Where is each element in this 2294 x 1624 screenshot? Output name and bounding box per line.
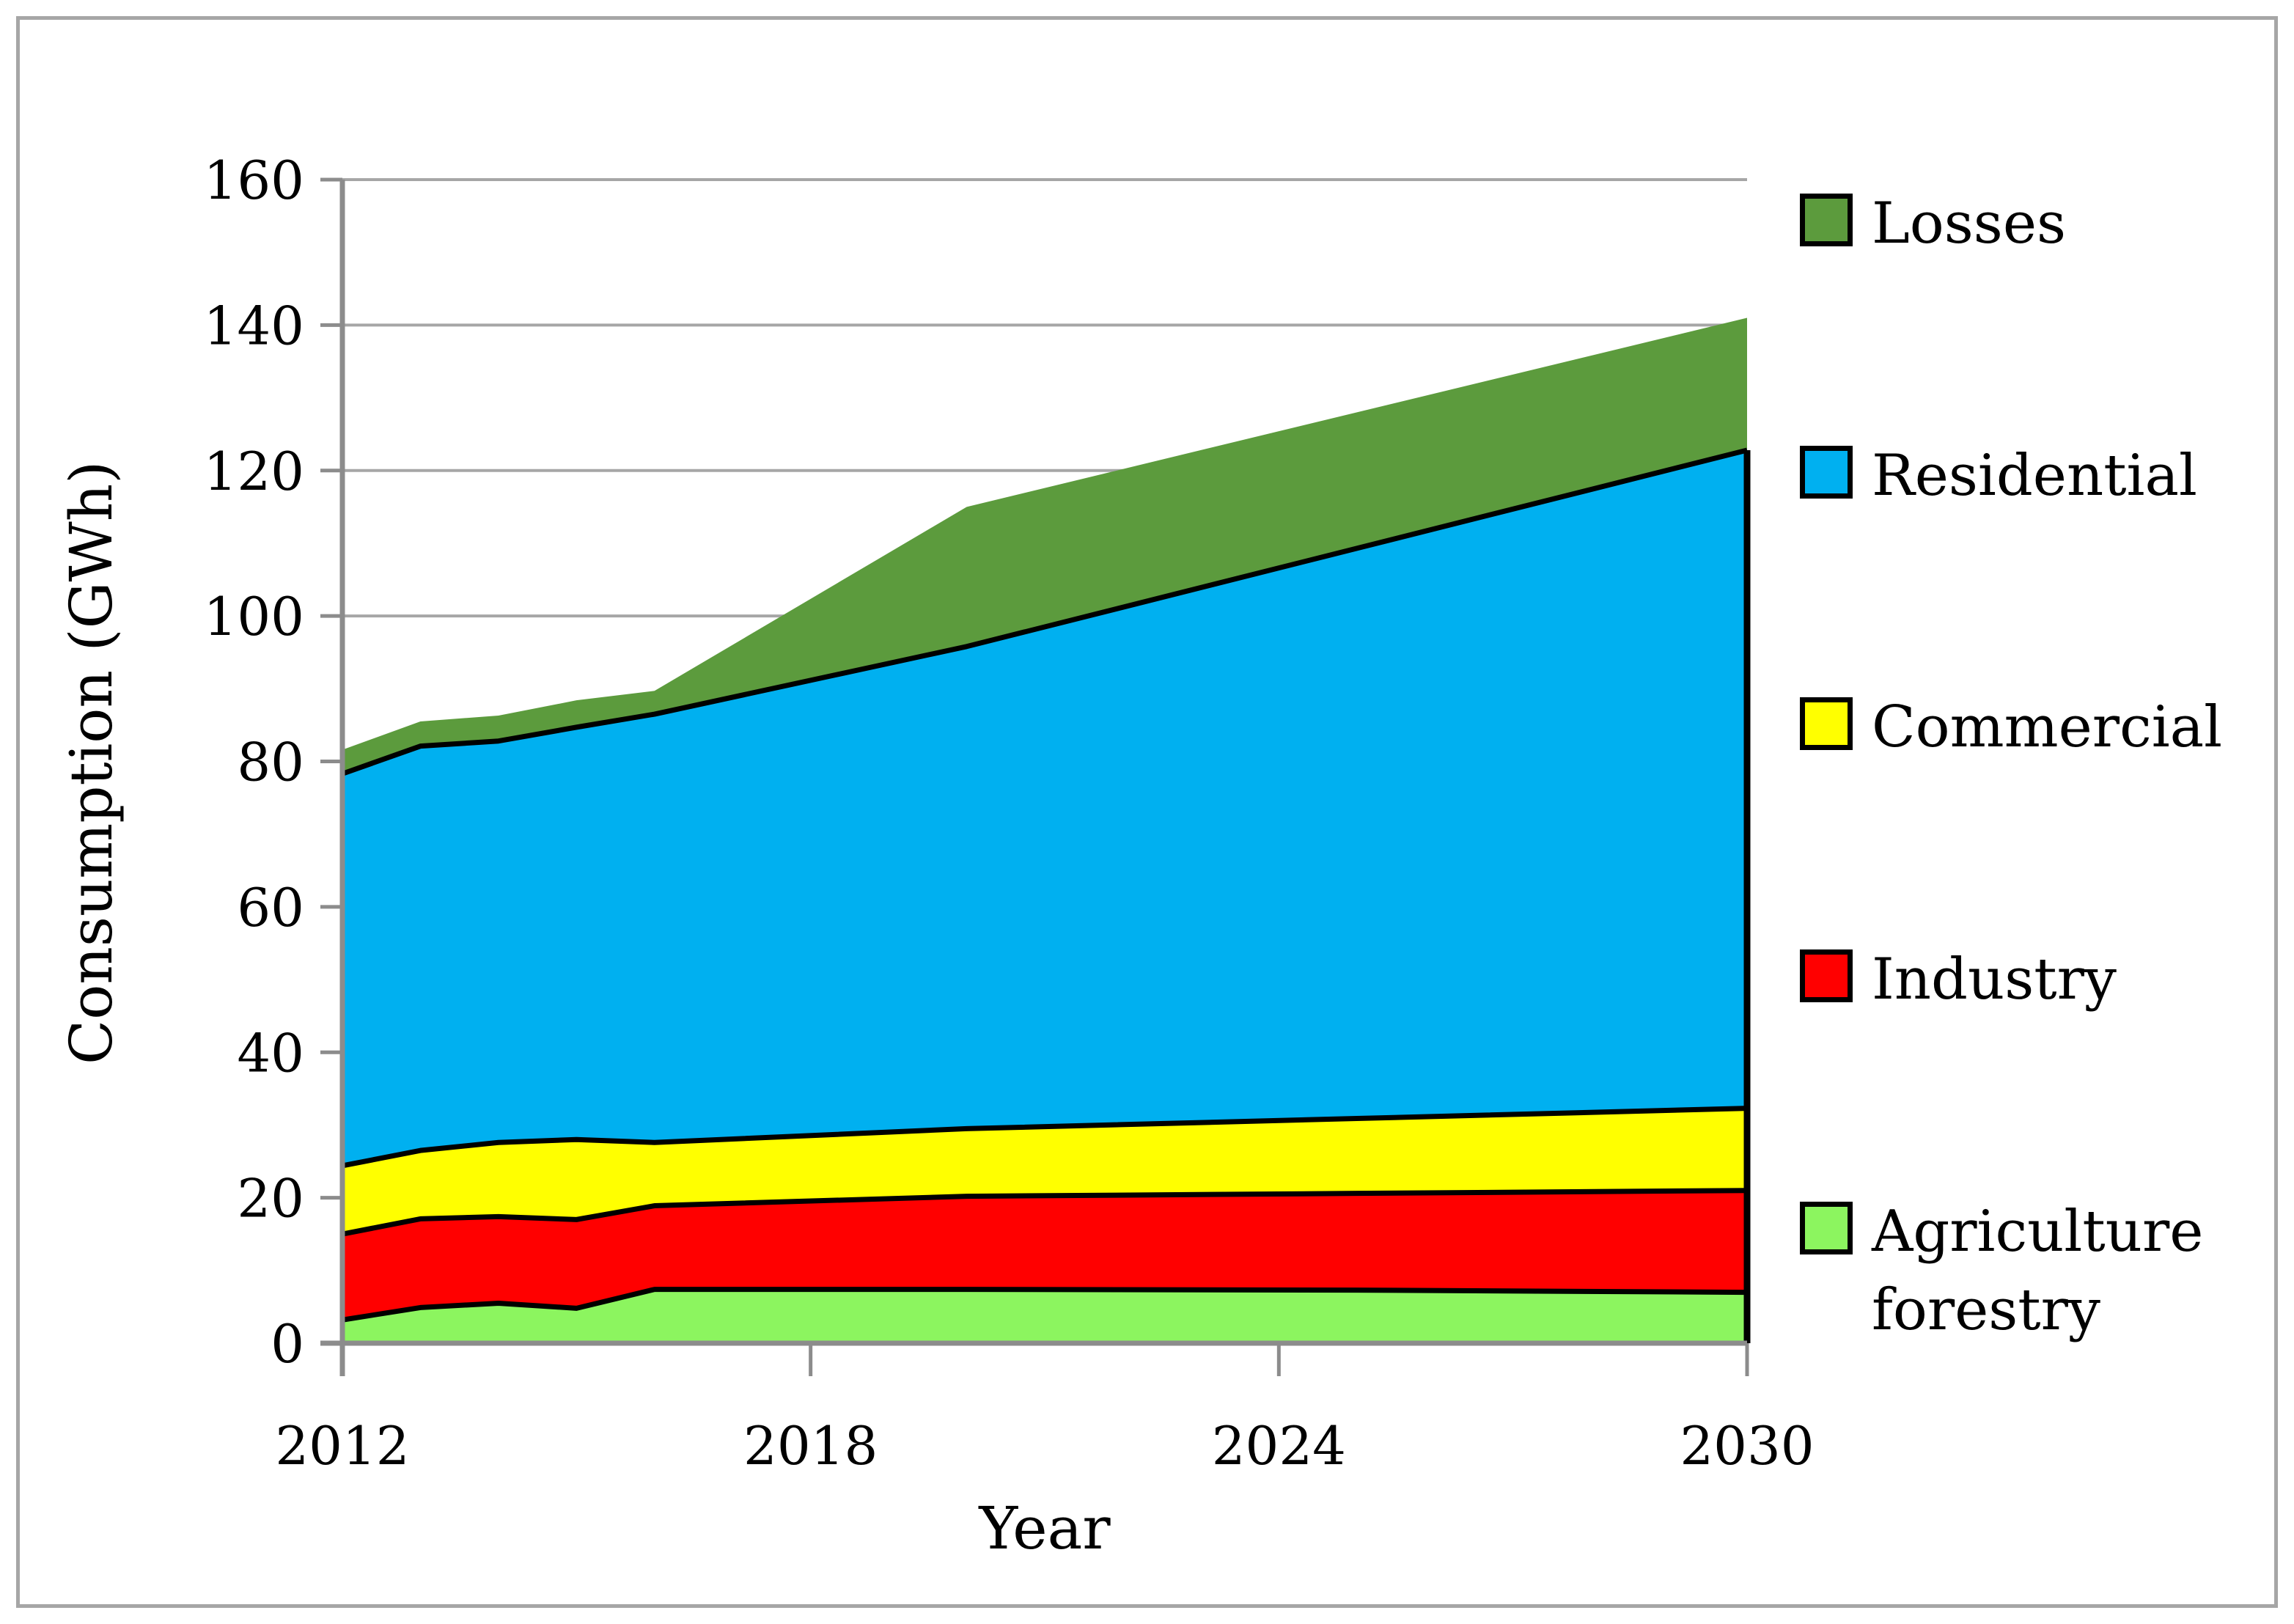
x-tick-label-2024: 2024 — [1212, 1415, 1346, 1477]
x-tick-label-2012: 2012 — [275, 1415, 409, 1477]
y-tick-label-120: 120 — [204, 441, 304, 502]
legend-swatch-losses — [1800, 194, 1853, 246]
x-axis-title: Year — [979, 1494, 1111, 1562]
legend-swatch-industry — [1800, 949, 1853, 1002]
y-tick-label-140: 140 — [204, 295, 304, 356]
x-tick-label-2030: 2030 — [1680, 1415, 1814, 1477]
legend-swatch-residential — [1800, 445, 1853, 499]
boundary-residential — [341, 447, 1748, 776]
legend-label-losses: Losses — [1872, 191, 2067, 257]
y-tick-label-20: 20 — [237, 1168, 304, 1230]
y-tick-label-60: 60 — [237, 877, 304, 938]
legend-label-industry: Industry — [1872, 946, 2117, 1013]
area-residential — [342, 449, 1747, 1166]
area-agriculture-forestry — [342, 1289, 1747, 1343]
boundary-commercial — [342, 1106, 1748, 1169]
y-axis-title: Consumption (GWh) — [57, 460, 125, 1065]
legend-item-losses: Losses — [1800, 185, 2222, 264]
legend-label-commercial: Commercial — [1872, 694, 2223, 761]
x-tick-label-2018: 2018 — [743, 1415, 878, 1477]
legend-item-agriculture: Agriculture forestry — [1800, 1193, 2222, 1351]
chart-legend: Losses Residential Commercial Industry Agric… — [1800, 185, 2222, 1351]
boundary-agriculture-forestry — [342, 1287, 1748, 1323]
legend-swatch-agriculture — [1800, 1201, 1853, 1254]
legend-label-agriculture: Agriculture forestry — [1872, 1198, 2204, 1344]
y-tick-label-100: 100 — [204, 586, 304, 647]
legend-swatch-commercial — [1800, 697, 1853, 751]
y-tick-label-160: 160 — [204, 150, 304, 211]
area-losses — [342, 317, 1747, 774]
y-tick-label-0: 0 — [271, 1313, 304, 1375]
y-tick-label-40: 40 — [237, 1022, 304, 1084]
boundary-industry — [342, 1188, 1748, 1237]
legend-label-residential: Residential — [1872, 442, 2197, 509]
legend-item-residential: Residential — [1800, 437, 2222, 516]
legend-item-industry: Industry — [1800, 941, 2222, 1020]
y-tick-label-80: 80 — [237, 732, 304, 793]
legend-item-commercial: Commercial — [1800, 688, 2222, 768]
figure-border — [16, 16, 2278, 1608]
